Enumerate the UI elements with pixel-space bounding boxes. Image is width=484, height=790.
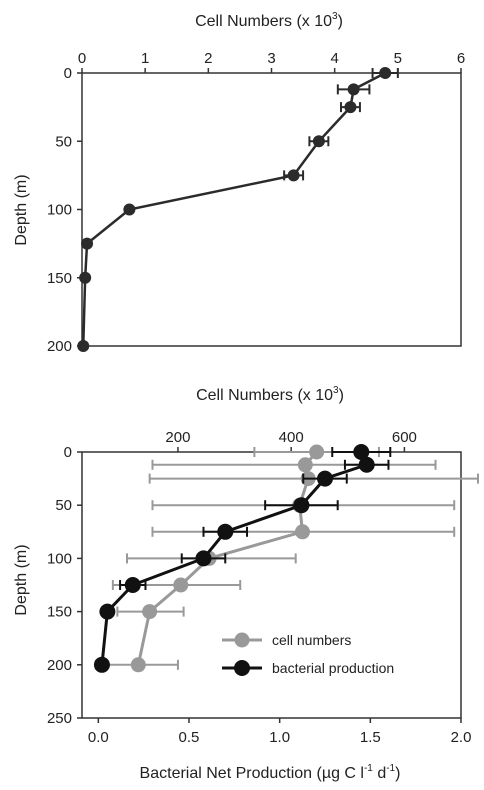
- bacterial-production-data-point: [195, 550, 212, 567]
- legend-cell-numbers-marker: [234, 632, 250, 648]
- top-panel-data-point: [123, 203, 136, 216]
- top-panel-x-tick-label: 6: [457, 50, 465, 67]
- top-panel-x-tick-label: 0: [78, 50, 86, 67]
- bottom-panel-y-tick-label: 200: [47, 657, 72, 674]
- bacterial-production-data-point: [316, 470, 333, 487]
- top-panel-plot-frame: [81, 72, 462, 347]
- top-panel-x-tick-label: 5: [394, 50, 402, 67]
- top-panel-y-tick-label: 0: [64, 65, 72, 82]
- top-panel-data-point: [379, 67, 392, 79]
- top-panel-data-point: [77, 340, 90, 352]
- bottom-panel-bottom-x-tick-label: 0.0: [88, 729, 109, 746]
- legend-bacterial-production-label: bacterial production: [272, 660, 394, 676]
- legend-bacterial-production-marker: [234, 660, 250, 676]
- cell-numbers-data-point: [142, 604, 158, 620]
- bottom-panel-top-axis-title: Cell Numbers (x 103): [196, 385, 344, 404]
- bacterial-production-data-point: [99, 603, 116, 620]
- top-panel-y-tick-label: 50: [55, 133, 72, 150]
- top-panel-y-tick-label: 150: [47, 270, 72, 287]
- bottom-panel-y-axis-title: Depth (m): [13, 544, 30, 615]
- top-panel-y-tick-label: 100: [47, 202, 72, 219]
- cell-numbers-data-point: [297, 457, 313, 473]
- top-panel-x-tick-label: 1: [141, 50, 149, 67]
- cell-numbers-data-point: [130, 657, 146, 673]
- top-panel-data-point: [347, 83, 360, 96]
- bacterial-production-data-point: [293, 497, 310, 514]
- top-panel-x-tick-label: 4: [330, 50, 338, 67]
- bottom-panel-bottom-x-tick-label: 2.0: [451, 729, 472, 746]
- top-panel-x-tick-label: 3: [267, 50, 275, 67]
- bacterial-production-data-point: [124, 577, 141, 593]
- top-panel-data-point: [81, 237, 94, 250]
- bottom-panel-top-x-tick-label: 600: [392, 429, 417, 446]
- bacterial-production-data-point: [358, 456, 375, 473]
- legend-cell-numbers-label: cell numbers: [272, 632, 351, 648]
- top-panel-data-point: [344, 101, 357, 114]
- cell-numbers-data-point: [173, 577, 189, 593]
- bottom-panel-bottom-axis-title: Bacterial Net Production (µg C l-1 d-1): [140, 763, 401, 782]
- cell-numbers-data-point: [294, 524, 310, 540]
- bottom-panel-bottom-x-tick-label: 0.5: [179, 729, 200, 746]
- bottom-panel-y-tick-label: 250: [47, 710, 72, 727]
- top-panel-data-point: [287, 169, 300, 182]
- top-panel-data-point: [312, 135, 325, 148]
- bacterial-production-data-point: [93, 656, 110, 673]
- bacterial-production-data-point: [353, 444, 370, 460]
- top-panel: Cell Numbers (x 103) Depth (m) 0 1 2 3 4 5 6 0 5…: [13, 11, 465, 355]
- bacterial-production-data-point: [217, 523, 234, 540]
- top-panel-x-tick-label: 2: [204, 50, 212, 67]
- bottom-panel-y-tick-label: 50: [55, 497, 72, 514]
- top-panel-data-point: [79, 271, 92, 284]
- bottom-panel: Cell Numbers (x 103) Depth (m) Bacterial…: [13, 385, 479, 782]
- top-panel-y-tick-label: 200: [47, 338, 72, 355]
- bottom-panel-y-tick-label: 0: [64, 444, 72, 461]
- bottom-panel-top-x-tick-label: 200: [165, 429, 190, 446]
- bottom-panel-top-x-tick-label: 400: [279, 429, 304, 446]
- bottom-panel-bottom-x-tick-label: 1.5: [360, 729, 381, 746]
- top-panel-y-axis-title: Depth (m): [13, 174, 30, 245]
- bottom-panel-y-tick-label: 150: [47, 604, 72, 621]
- bottom-panel-y-tick-label: 100: [47, 550, 72, 567]
- cell-numbers-data-point: [309, 444, 325, 460]
- bottom-panel-bottom-x-tick-label: 1.0: [269, 729, 290, 746]
- top-panel-x-axis-title: Cell Numbers (x 103): [195, 11, 343, 30]
